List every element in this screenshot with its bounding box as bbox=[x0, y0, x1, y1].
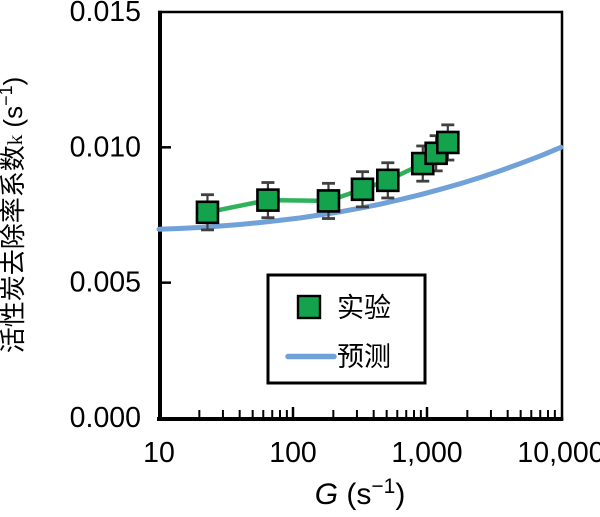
x-axis-symbol: G bbox=[315, 478, 338, 511]
legend-box bbox=[266, 273, 427, 385]
x-tick-label: 100 bbox=[269, 437, 317, 469]
y-tick-label: 0.010 bbox=[70, 131, 141, 163]
experiment-marker bbox=[376, 168, 400, 193]
experiment-marker bbox=[316, 189, 341, 213]
legend-swatch-square bbox=[296, 294, 322, 320]
experiment-marker bbox=[256, 188, 280, 212]
y-axis-title-text: 活性炭去除率系数 bbox=[0, 145, 28, 353]
experiment-marker bbox=[195, 200, 220, 225]
experiment-marker bbox=[350, 177, 375, 202]
x-axis-unit-sup: −1 bbox=[371, 475, 395, 498]
x-tick-label: 10,000 bbox=[517, 437, 600, 469]
legend-label-prediction: 预测 bbox=[337, 342, 391, 372]
y-axis-unit: (s bbox=[0, 106, 28, 135]
y-axis-title: 活性炭去除率系数k (s−1) bbox=[0, 77, 28, 354]
y-axis-unit-close: ) bbox=[0, 77, 28, 86]
y-tick-label: 0.000 bbox=[70, 402, 141, 434]
x-tick-label: 10 bbox=[143, 437, 175, 469]
x-axis-title: G (s−1) bbox=[315, 475, 406, 511]
x-axis-unit: (s bbox=[338, 478, 371, 511]
experiment-marker bbox=[436, 130, 460, 155]
y-tick-label: 0.005 bbox=[70, 267, 141, 299]
y-tick-label: 0.015 bbox=[70, 0, 141, 28]
y-axis-unit-sup: −1 bbox=[0, 85, 16, 106]
x-axis-unit-close: ) bbox=[395, 478, 405, 511]
x-tick-label: 1,000 bbox=[391, 437, 462, 469]
legend-label-experiment: 实验 bbox=[337, 293, 391, 323]
y-axis-symbol: k bbox=[3, 134, 27, 145]
